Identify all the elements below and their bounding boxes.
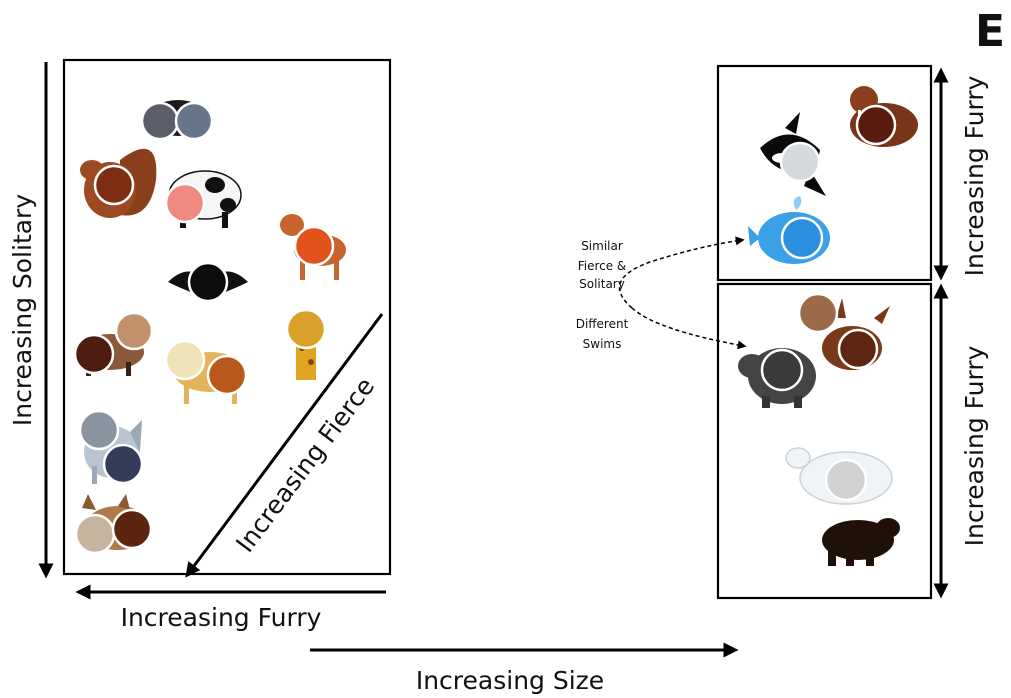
animal-deer-dot — [293, 225, 335, 267]
animal-squirrel-dot — [93, 164, 135, 206]
animal-orca-dot — [779, 141, 821, 183]
left-furry-axis-label: Increasing Furry — [121, 603, 322, 632]
top-furry-axis-label: Increasing Furry — [960, 75, 989, 276]
fierce-axis-label: Increasing Fierce — [230, 372, 380, 558]
animal-bat — [168, 261, 248, 303]
animal-bobcat-dot-1 — [74, 513, 116, 555]
bottom-furry-axis-label: Increasing Furry — [960, 345, 989, 546]
animal-leopard — [164, 339, 248, 404]
animal-orca — [760, 112, 826, 196]
right-bottom-panel-box — [716, 282, 933, 600]
animal-bobcat — [74, 494, 153, 555]
dashed-arrow-to-whale — [619, 236, 745, 309]
animal-walrus-dot — [855, 104, 897, 146]
animal-skunk-dot-2 — [174, 101, 214, 141]
animal-skunk-dot-1 — [140, 101, 180, 141]
fierce-axis-arrow — [185, 313, 384, 578]
annotation-line-3: Solitary — [579, 277, 625, 291]
dashed-arrow-to-hippo — [631, 307, 747, 350]
animal-moose-dot-2 — [837, 328, 879, 370]
animal-cow-dot — [164, 182, 206, 224]
animal-deer — [280, 214, 346, 280]
animal-cow — [164, 170, 242, 228]
animal-squirrel — [80, 148, 157, 218]
animal-skunk — [140, 100, 214, 141]
animal-wolf-dot-2 — [102, 443, 144, 485]
animal-bobcat-dot-2 — [111, 508, 153, 550]
animal-walrus — [850, 86, 918, 147]
annotation-line-5: Swims — [583, 337, 622, 351]
animal-hippo-dot — [760, 348, 804, 392]
animal-moose-dot-1 — [797, 292, 839, 334]
animal-leopard-dot-2 — [206, 354, 248, 396]
size-axis-label: Increasing Size — [416, 666, 604, 695]
animal-wolf — [78, 409, 144, 485]
animal-wolf-dot-1 — [78, 409, 120, 451]
animal-black-bear — [822, 518, 900, 566]
panel-letter: E — [975, 6, 1005, 57]
animal-raccoon-dot-1 — [114, 311, 154, 351]
animal-raccoon — [73, 311, 154, 376]
left-panel-box — [62, 58, 392, 576]
animal-hippo — [738, 348, 816, 408]
annotation-line-1: Similar — [581, 239, 623, 253]
solitary-axis-label: Increasing Solitary — [8, 194, 37, 426]
animal-giraffe-dot — [285, 308, 327, 350]
animal-giraffe — [285, 308, 327, 380]
annotation-line-4: Different — [576, 317, 629, 331]
animal-polar-bear-dot — [824, 458, 868, 502]
annotation-line-2: Fierce & — [578, 259, 627, 273]
animal-polar-bear — [785, 447, 893, 505]
right-top-panel-box — [716, 64, 933, 282]
animal-leopard-dot-1 — [164, 339, 206, 381]
animal-blue-whale — [748, 196, 830, 264]
animal-blue-whale-dot — [780, 216, 824, 260]
animal-moose — [797, 292, 890, 370]
animal-bat-dot — [187, 261, 229, 303]
animal-raccoon-dot-2 — [73, 333, 115, 375]
